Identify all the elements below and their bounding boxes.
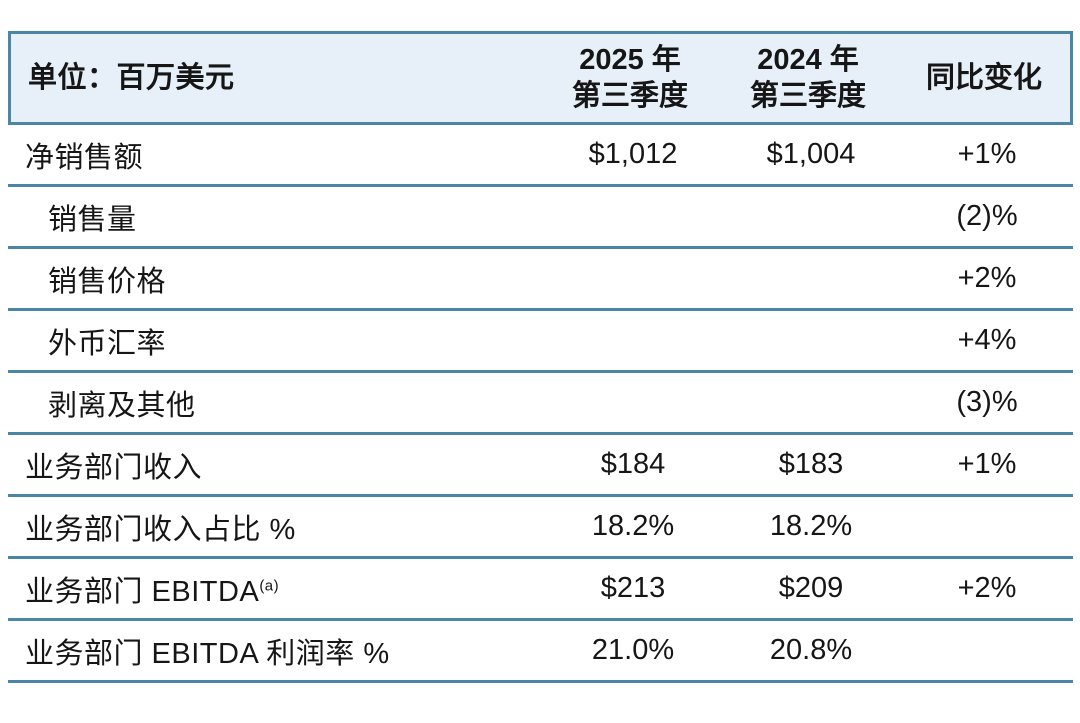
header-col-2025-q3-line2: 第三季度 bbox=[571, 80, 688, 112]
header-unit-label: 单位：百万美元 bbox=[28, 62, 235, 94]
row-label: 销售价格 bbox=[8, 258, 545, 300]
table-row: 业务部门收入 $184 $183 +1% bbox=[8, 435, 1073, 497]
cell-yoy-change-value: +4% bbox=[957, 324, 1017, 356]
cell-2025-q3-value: 18.2% bbox=[591, 510, 675, 542]
cell-2024-q3-value: $1,004 bbox=[766, 138, 856, 170]
cell-2025-q3-value: 21.0% bbox=[591, 634, 675, 666]
row-label-text: 净销售额 bbox=[25, 141, 144, 174]
row-label: 业务部门收入占比 % bbox=[8, 506, 545, 548]
table-row: 剥离及其他 (3)% bbox=[8, 373, 1073, 435]
cell-yoy-change-value: (3)% bbox=[956, 386, 1018, 418]
cell-2024-q3-value: 20.8% bbox=[769, 634, 853, 666]
cell-yoy-change-value: (2)% bbox=[956, 200, 1018, 232]
header-col-2024-q3: 2024 年 第三季度 bbox=[718, 42, 898, 114]
cell-yoy-change-value: +1% bbox=[957, 448, 1017, 480]
table-row: 业务部门 EBITDA 利润率 % 21.0% 20.8% bbox=[8, 621, 1073, 683]
cell-yoy-change-value: +2% bbox=[957, 262, 1017, 294]
header-col-2025-q3-line1: 2025 年 bbox=[579, 44, 681, 76]
header-col-2025-q3: 2025 年 第三季度 bbox=[542, 42, 718, 114]
table-body: 净销售额 $1,012 $1,004 +1% 销售量 (2)% 销售价格 +2%… bbox=[8, 125, 1073, 683]
financial-results-table: 单位：百万美元 2025 年 第三季度 2024 年 第三季度 同比变化 净销售… bbox=[8, 31, 1073, 683]
table-row: 净销售额 $1,012 $1,004 +1% bbox=[8, 125, 1073, 187]
row-label-footnote-marker: (a) bbox=[259, 576, 280, 594]
row-label-text: 业务部门 EBITDA bbox=[25, 575, 260, 608]
cell-2025-q3-value: $1,012 bbox=[588, 138, 678, 170]
cell-2024-q3-value: $183 bbox=[778, 448, 844, 480]
header-col-2024-q3-line2: 第三季度 bbox=[749, 80, 866, 112]
row-label-text: 销售量 bbox=[48, 203, 137, 236]
row-label: 剥离及其他 bbox=[8, 382, 545, 424]
cell-2024-q3-value: $209 bbox=[778, 572, 844, 604]
cell-2025-q3-value: $184 bbox=[600, 448, 666, 480]
cell-2025-q3-value: $213 bbox=[600, 572, 666, 604]
cell-2024-q3-value: 18.2% bbox=[769, 510, 853, 542]
row-label-text: 剥离及其他 bbox=[48, 389, 196, 422]
table-row: 销售价格 +2% bbox=[8, 249, 1073, 311]
row-label-text: 销售价格 bbox=[48, 265, 167, 298]
row-label: 外币汇率 bbox=[8, 320, 545, 362]
row-label-text: 业务部门收入 bbox=[25, 451, 203, 484]
row-label: 净销售额 bbox=[8, 134, 545, 176]
table-row: 业务部门收入占比 % 18.2% 18.2% bbox=[8, 497, 1073, 559]
table-row: 销售量 (2)% bbox=[8, 187, 1073, 249]
header-col-yoy-change: 同比变化 bbox=[925, 62, 1042, 94]
cell-yoy-change-value: +1% bbox=[957, 138, 1017, 170]
table-header-row: 单位：百万美元 2025 年 第三季度 2024 年 第三季度 同比变化 bbox=[8, 31, 1073, 125]
row-label-text: 外币汇率 bbox=[48, 327, 167, 360]
table-row: 外币汇率 +4% bbox=[8, 311, 1073, 373]
cell-yoy-change-value: +2% bbox=[957, 572, 1017, 604]
row-label: 业务部门收入 bbox=[8, 444, 545, 486]
row-label-text: 业务部门收入占比 % bbox=[25, 513, 296, 546]
row-label: 业务部门 EBITDA 利润率 % bbox=[8, 630, 545, 672]
row-label-text: 业务部门 EBITDA 利润率 % bbox=[25, 637, 390, 670]
header-col-2024-q3-line1: 2024 年 bbox=[757, 44, 859, 76]
table-row: 业务部门 EBITDA(a) $213 $209 +2% bbox=[8, 559, 1073, 621]
row-label: 销售量 bbox=[8, 196, 545, 238]
row-label: 业务部门 EBITDA(a) bbox=[8, 568, 545, 610]
